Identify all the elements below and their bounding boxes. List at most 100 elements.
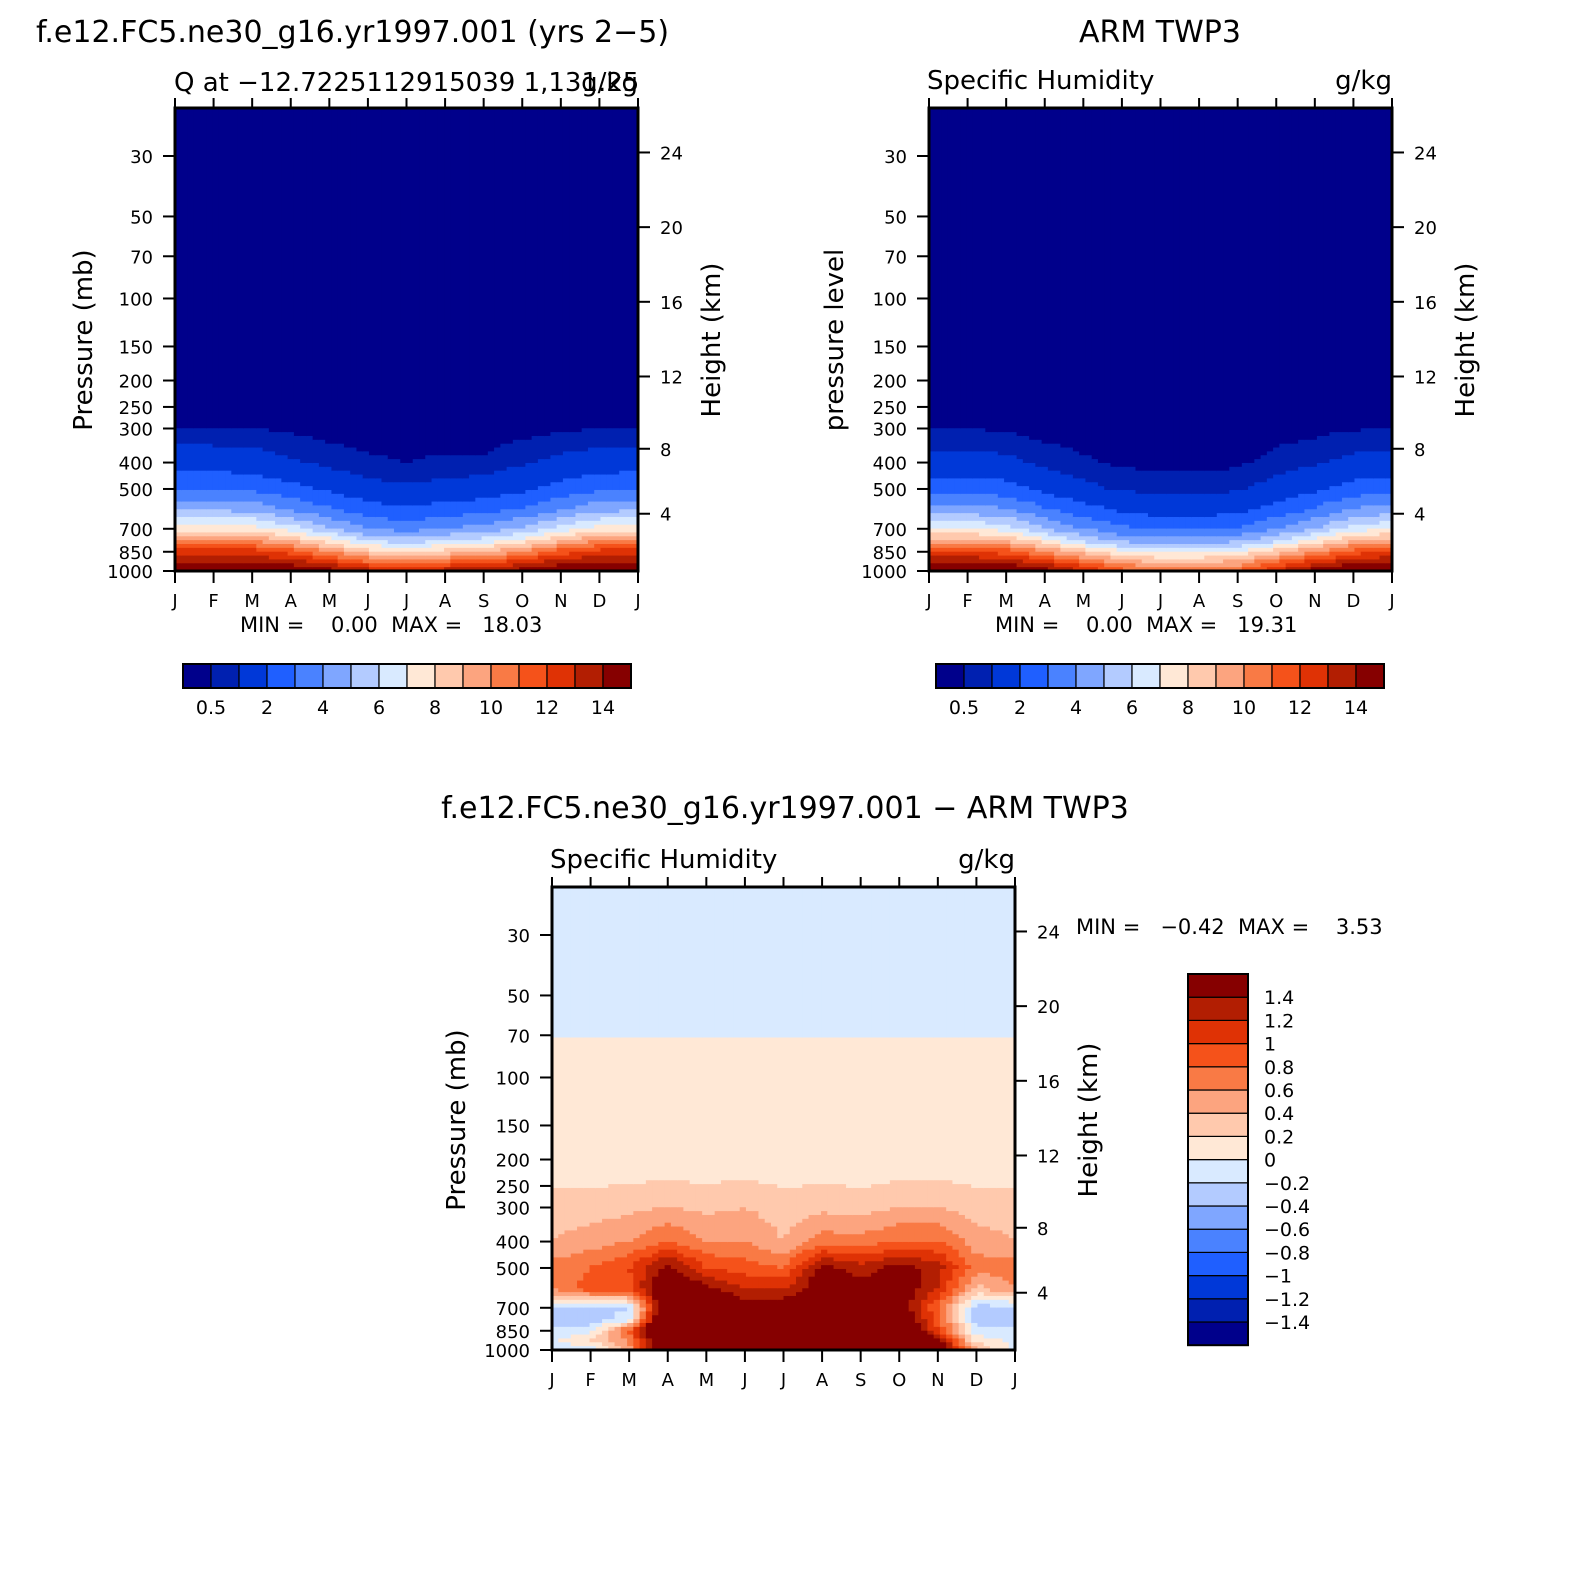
- panel-diff-contour-cell: [670, 1241, 678, 1251]
- panel-diff-contour-cell: [689, 1249, 697, 1258]
- panel-model-contour-cell: [375, 501, 383, 518]
- panel-obs-contour-cell: [1191, 547, 1199, 553]
- panel-diff-contour-cell: [927, 1303, 935, 1313]
- panel-diff-contour-cell: [577, 1280, 584, 1289]
- panel-obs-contour-cell: [1104, 563, 1112, 568]
- panel-diff-contour-cell: [764, 1249, 772, 1266]
- panel-diff-contour-cell: [777, 887, 785, 1039]
- panel-diff-contour-cell: [583, 1187, 591, 1228]
- panel-model-contour-cell: [325, 108, 333, 445]
- panel-diff-contour-cell: [664, 1265, 672, 1351]
- panel-diff-contour-cell: [595, 1292, 603, 1297]
- panel-diff-contour-cell: [570, 887, 578, 1039]
- panel-diff-contour-cell: [627, 1319, 634, 1324]
- panel-diff-contour-cell: [883, 1037, 891, 1185]
- panel-model-contour-cell: [268, 543, 276, 549]
- panel-model-contour-cell: [450, 108, 458, 456]
- panel-model-contour-cell: [487, 474, 495, 499]
- panel-obs-contour-cell: [1022, 540, 1030, 545]
- panel-obs-contour-cell: [960, 555, 968, 564]
- panel-obs-contour-cell: [1041, 516, 1049, 530]
- panel-diff-contour-cell: [608, 1037, 616, 1185]
- panel-obs-contour-cell: [1204, 516, 1212, 530]
- panel-model-contour-cell: [325, 551, 333, 557]
- panel-model-contour-cell: [581, 505, 589, 514]
- panel-diff-contour-cell: [727, 1284, 735, 1293]
- panel-model-contour-cell: [362, 563, 370, 568]
- panel-model-contour-cell: [606, 516, 614, 526]
- panel-obs-contour-cell: [1223, 547, 1230, 553]
- panel-model-contour-cell: [381, 567, 389, 572]
- panel-model-contour-cell: [481, 551, 489, 557]
- panel-model-contour-cell: [250, 555, 257, 564]
- panel-obs-contour-cell: [1354, 547, 1362, 557]
- panel-obs-contour-cell: [1329, 459, 1337, 487]
- panel-diff-contour-cell: [614, 1346, 622, 1351]
- panel-diff-contour-cell: [871, 1272, 878, 1351]
- panel-model-contour-cell: [550, 497, 558, 514]
- panel-model-contour-cell: [612, 563, 620, 572]
- panel-diff-contour-cell: [846, 1272, 853, 1351]
- panel-obs-xtick-label: S: [1232, 591, 1243, 612]
- panel-diff-ytick-label: 300: [496, 1199, 530, 1220]
- panel-model-contour-cell: [256, 474, 264, 495]
- panel-diff-contour-cell: [908, 1222, 916, 1243]
- panel-model-contour-cell: [218, 489, 226, 503]
- panel-model-contour-cell: [456, 543, 464, 549]
- panel-obs-contour-cell: [1248, 532, 1255, 541]
- panel-obs-contour-cell: [1166, 516, 1174, 530]
- panel-model-contour-cell: [431, 536, 439, 541]
- panel-obs-contour-cell: [1066, 513, 1074, 526]
- panel-model-contour-cell: [281, 516, 289, 526]
- panel-diff-contour-cell: [946, 1037, 954, 1181]
- panel-model-contour-cell: [625, 547, 633, 557]
- panel-obs-contour-cell: [1323, 532, 1331, 537]
- panel-diff-ytick-right-label: 20: [1037, 997, 1060, 1018]
- panel-model-contour-cell: [356, 547, 364, 553]
- panel-obs-contour-cell: [1022, 501, 1030, 514]
- panel-diff-colorbar-box: [1187, 973, 1249, 998]
- panel-model-contour-cell: [537, 563, 545, 568]
- panel-diff-contour-cell: [796, 1292, 803, 1351]
- panel-obs-contour-cell: [1341, 559, 1349, 564]
- panel-obs-contour-cell: [1210, 493, 1218, 518]
- panel-model-contour-cell: [412, 459, 420, 483]
- panel-model-contour-cell: [318, 516, 326, 526]
- panel-model-contour-cell: [487, 551, 495, 557]
- panel-diff-contour-cell: [595, 1326, 603, 1336]
- panel-obs-contour-cell: [1054, 509, 1061, 522]
- panel-model-contour-cell: [368, 478, 376, 503]
- panel-obs-contour-cell: [935, 108, 943, 429]
- panel-diff-contour-cell: [770, 1226, 778, 1255]
- panel-model-contour-cell: [193, 108, 201, 429]
- panel-diff-contour-cell: [695, 1280, 703, 1351]
- panel-diff-contour-cell: [977, 1272, 985, 1285]
- panel-obs-contour-cell: [1304, 567, 1312, 572]
- panel-obs-contour-cell: [947, 513, 955, 522]
- panel-model-contour-cell: [237, 447, 245, 476]
- panel-model-contour-cell: [512, 493, 520, 510]
- panel-model-contour-cell: [318, 567, 326, 572]
- panel-diff-contour-cell: [708, 1288, 716, 1351]
- panel-diff-contour-cell: [652, 1315, 659, 1351]
- panel-diff-contour-cell: [614, 1322, 622, 1328]
- panel-diff-contour-cell: [958, 1295, 966, 1305]
- panel-obs-ytick-right-label: 12: [1414, 367, 1437, 388]
- panel-model-contour-cell: [594, 540, 602, 545]
- panel-model-contour-cell: [262, 532, 270, 537]
- panel-obs-contour-cell: [954, 563, 961, 572]
- panel-model-contour-cell: [187, 532, 195, 537]
- panel-model-contour-cell: [462, 455, 470, 479]
- panel-model-contour-cell: [268, 451, 276, 479]
- panel-model-contour-cell: [425, 455, 433, 483]
- panel-model-contour-cell: [606, 536, 614, 541]
- panel-obs-colorbar-box: [1355, 663, 1385, 689]
- panel-obs-contour-cell: [1060, 536, 1068, 545]
- panel-diff-contour-cell: [933, 1338, 941, 1351]
- panel-model-contour-cell: [594, 563, 602, 572]
- panel-model-contour-cell: [437, 536, 445, 541]
- panel-obs-contour-cell: [1010, 497, 1018, 510]
- panel-diff-contour-cell: [996, 1230, 1004, 1258]
- panel-diff-contour-cell: [833, 1253, 841, 1262]
- panel-obs-contour-cell: [972, 563, 980, 572]
